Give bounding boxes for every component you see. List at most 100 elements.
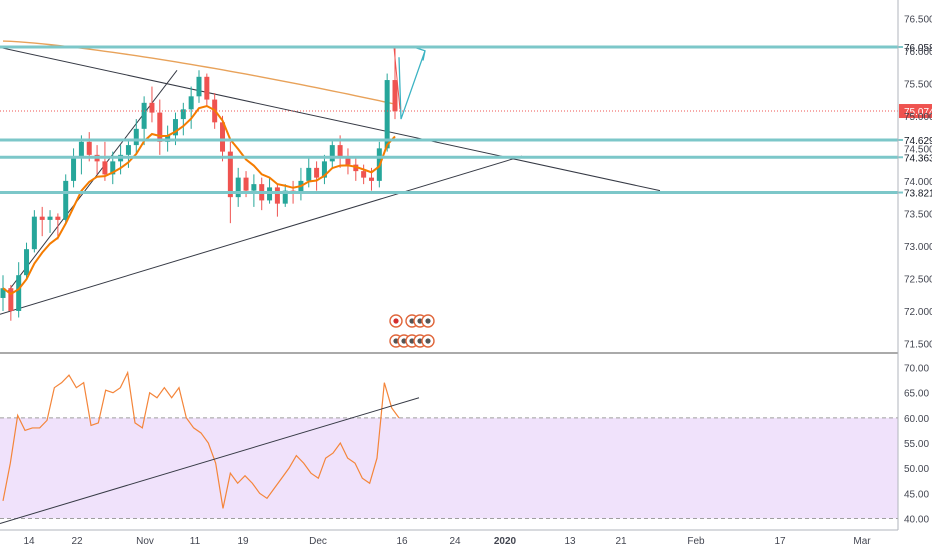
reaction-dot-icon	[417, 338, 423, 344]
last-candle-tail	[393, 47, 401, 110]
time-axis-tick: Mar	[853, 536, 871, 547]
level-label: 74.629	[904, 136, 932, 147]
price-axis-tick: 73.500	[904, 209, 932, 220]
level-label-bg	[899, 132, 932, 147]
price-axis-tick: 74.000	[904, 177, 932, 188]
candle-body[interactable]	[188, 96, 194, 110]
candle-body[interactable]	[102, 161, 108, 175]
candle-body[interactable]	[251, 184, 257, 191]
candle-body[interactable]	[384, 80, 390, 149]
candle-body[interactable]	[0, 288, 6, 298]
rsi-axis-tick: 65.00	[904, 389, 929, 400]
time-axis-tick: 11	[190, 536, 201, 547]
time-axis-tick: 22	[71, 536, 83, 547]
reaction-dot-icon	[417, 318, 423, 324]
candle-body[interactable]	[321, 161, 327, 178]
last-price-label-bg	[899, 104, 932, 119]
time-axis-tick: Nov	[136, 536, 154, 547]
candle-body[interactable]	[329, 145, 335, 162]
rsi-trendline[interactable]	[0, 397, 420, 524]
candle-body[interactable]	[235, 177, 241, 198]
candle-body[interactable]	[8, 288, 14, 311]
candle-body[interactable]	[24, 249, 30, 276]
arrow-head-icon	[414, 46, 426, 61]
candle-body[interactable]	[282, 190, 288, 204]
rsi-axis-tick: 45.00	[904, 489, 929, 500]
time-axis-tick: 14	[23, 536, 35, 547]
candle-body[interactable]	[63, 180, 69, 220]
price-axis-tick: 71.500	[904, 339, 932, 350]
projection-arrow[interactable]	[398, 50, 426, 120]
price-axis-tick: 72.000	[904, 307, 932, 318]
candle-body[interactable]	[78, 141, 84, 159]
candle-body[interactable]	[204, 76, 210, 100]
time-axis-tick: 13	[564, 536, 576, 547]
price-axis-tick: 75.500	[904, 79, 932, 90]
candle-body[interactable]	[337, 145, 343, 159]
price-axis-tick: 72.500	[904, 274, 932, 285]
reaction-dot-icon	[393, 338, 399, 344]
time-axis-tick: 16	[396, 536, 408, 547]
candle-body[interactable]	[368, 177, 374, 181]
candle-body[interactable]	[55, 216, 61, 220]
candle-body[interactable]	[157, 112, 163, 142]
candle-body[interactable]	[306, 167, 312, 181]
reaction-dot-icon	[425, 318, 431, 324]
candle-body[interactable]	[274, 187, 280, 204]
candle-body[interactable]	[243, 177, 249, 191]
rsi-axis[interactable]: 70.00 65.00 60.00 55.00 50.00 45.00 40.00	[904, 364, 929, 526]
rsi-pane[interactable]	[0, 370, 898, 524]
candle-body[interactable]	[298, 180, 304, 194]
candle-body[interactable]	[16, 275, 22, 311]
rsi-axis-tick: 60.00	[904, 414, 929, 425]
candle-body[interactable]	[133, 128, 139, 146]
rsi-axis-tick: 55.00	[904, 439, 929, 450]
rsi-axis-tick: 50.00	[904, 464, 929, 475]
candle-body[interactable]	[39, 216, 45, 220]
candle-body[interactable]	[141, 102, 147, 129]
candle-body[interactable]	[345, 158, 351, 165]
reaction-dot-icon	[393, 318, 399, 324]
ascending-trendline[interactable]	[0, 155, 523, 315]
price-axis[interactable]: 76.500 76.000 75.500 75.000 74.500 74.000 73.5…	[904, 14, 932, 350]
price-axis-tick: 74.500	[904, 144, 932, 155]
price-axis-tick: 76.500	[904, 14, 932, 25]
candle-body[interactable]	[86, 141, 92, 155]
reaction-dot-icon	[425, 338, 431, 344]
candle-body[interactable]	[361, 171, 367, 178]
rsi-line	[2, 370, 400, 509]
last-price-label: 75.074	[904, 107, 932, 118]
level-label: 74.363	[904, 153, 932, 164]
candle-body[interactable]	[31, 216, 37, 250]
reaction-dot-icon	[409, 338, 415, 344]
time-axis-tick: 24	[449, 536, 461, 547]
time-axis-tick: 19	[237, 536, 249, 547]
candle-body[interactable]	[172, 119, 178, 136]
candle-body[interactable]	[180, 109, 186, 120]
candle-body[interactable]	[220, 122, 226, 152]
descending-trendline[interactable]	[0, 47, 661, 192]
candle-body[interactable]	[47, 216, 53, 220]
time-axis-tick: 2020	[494, 536, 517, 547]
candle-body[interactable]	[149, 102, 155, 113]
time-axis-tick: Feb	[687, 536, 705, 547]
candle-body[interactable]	[196, 76, 202, 97]
rsi-axis-tick: 40.00	[904, 514, 929, 525]
price-axis-tick: 76.000	[904, 47, 932, 58]
price-axis-tick: 75.000	[904, 112, 932, 123]
time-axis-tick: Dec	[309, 536, 327, 547]
candle-body[interactable]	[71, 158, 77, 181]
candle-body[interactable]	[125, 145, 131, 155]
candle-body[interactable]	[227, 151, 233, 198]
time-axis-tick: 17	[774, 536, 786, 547]
level-label: 73.821	[904, 189, 932, 200]
candle-body[interactable]	[353, 164, 359, 172]
candle-body[interactable]	[392, 80, 398, 112]
candle-body[interactable]	[314, 167, 320, 178]
level-label-bg	[899, 40, 932, 55]
ema-line	[2, 104, 396, 296]
candle-body[interactable]	[110, 161, 116, 175]
time-axis[interactable]: 14 22 Nov 11 19 Dec 16 24 2020 13 21 Feb 17 Mar	[23, 536, 871, 547]
price-pane[interactable]: 76.058 74.629 74.363 73.821 75.074	[0, 40, 932, 348]
